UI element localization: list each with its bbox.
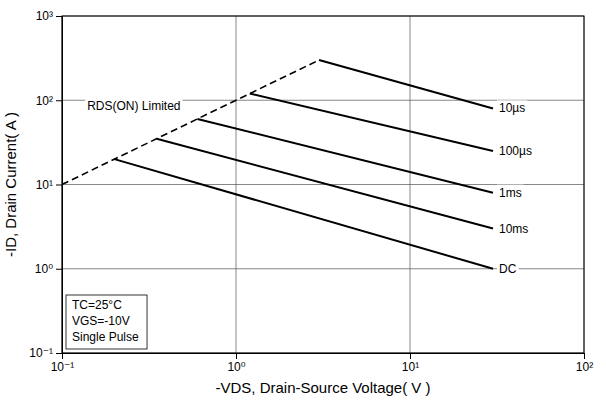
tick-mark — [56, 353, 62, 354]
series-line — [157, 139, 493, 229]
tick: 10¹ — [36, 178, 62, 192]
tick-label: 10³ — [36, 9, 53, 23]
label-background — [85, 98, 182, 114]
annotation: Single Pulse — [72, 330, 139, 344]
tick-mark — [236, 353, 237, 359]
tick-mark — [56, 185, 62, 186]
series-label: 10µs — [499, 101, 525, 115]
annotation: TC=25°C — [72, 298, 122, 312]
tick: 10³ — [36, 9, 62, 23]
tick-label: 10¹ — [36, 178, 53, 192]
label-background — [497, 143, 534, 159]
x-axis: 10⁻¹ 10⁰ 10¹ 10² — [51, 353, 594, 374]
series-labels: RDS(ON) Limited 10µs 100µs 1ms 10ms DC — [85, 98, 534, 276]
tick-label: 10¹ — [402, 360, 419, 374]
chart: 10⁻¹ 10⁰ 10¹ 10² 10⁻¹ 10⁰ 10¹ 10² 10³ RDS(ON) Lim… — [0, 0, 606, 401]
series-label: 1ms — [499, 186, 522, 200]
tick-mark — [584, 353, 585, 359]
series-line — [319, 60, 493, 108]
tick: 10⁰ — [227, 353, 245, 374]
series-line — [197, 119, 493, 193]
x-axis-title: -VDS, Drain-Source Voltage( V ) — [215, 379, 430, 396]
annotation-box — [66, 295, 147, 349]
tick-mark — [56, 100, 62, 101]
tick: 10⁻¹ — [51, 353, 75, 374]
lines — [62, 60, 493, 269]
label-background — [497, 221, 530, 237]
grid — [62, 16, 584, 353]
tick-mark — [410, 353, 411, 359]
tick: 10⁻¹ — [29, 346, 62, 360]
series-label: 100µs — [499, 144, 532, 158]
series-line — [250, 94, 493, 151]
axis-line — [63, 353, 585, 354]
series-label: 10ms — [499, 222, 528, 236]
label-background — [497, 100, 527, 116]
series-label: DC — [499, 262, 517, 276]
label-background — [497, 185, 524, 201]
plot-frame — [62, 16, 584, 353]
series-label: RDS(ON) Limited — [87, 99, 180, 113]
tick-mark — [56, 269, 62, 270]
annotations: TC=25°C VGS=-10V Single Pulse — [66, 295, 147, 349]
plot: 10⁻¹ 10⁰ 10¹ 10² 10⁻¹ 10⁰ 10¹ 10² 10³ RDS(ON) Lim… — [29, 9, 593, 373]
tick-label: 10² — [576, 360, 593, 374]
tick-label: 10⁻¹ — [51, 360, 75, 374]
tick: 10² — [36, 94, 62, 108]
tick: 10² — [576, 353, 593, 374]
annotation: VGS=-10V — [72, 314, 130, 328]
tick-mark — [56, 16, 62, 17]
tick-label: 10⁰ — [35, 262, 53, 276]
y-axis-title: -ID, Drain Current( A ) — [2, 112, 19, 257]
tick: 10⁰ — [35, 262, 62, 276]
series-line — [62, 60, 319, 184]
label-background — [497, 261, 519, 277]
tick-label: 10² — [36, 94, 53, 108]
tick-label: 10⁰ — [227, 360, 245, 374]
tick-mark — [62, 353, 63, 359]
y-axis: 10⁻¹ 10⁰ 10¹ 10² 10³ — [29, 9, 62, 360]
tick-label: 10⁻¹ — [29, 346, 53, 360]
series-line — [114, 159, 493, 269]
tick: 10¹ — [402, 353, 419, 374]
